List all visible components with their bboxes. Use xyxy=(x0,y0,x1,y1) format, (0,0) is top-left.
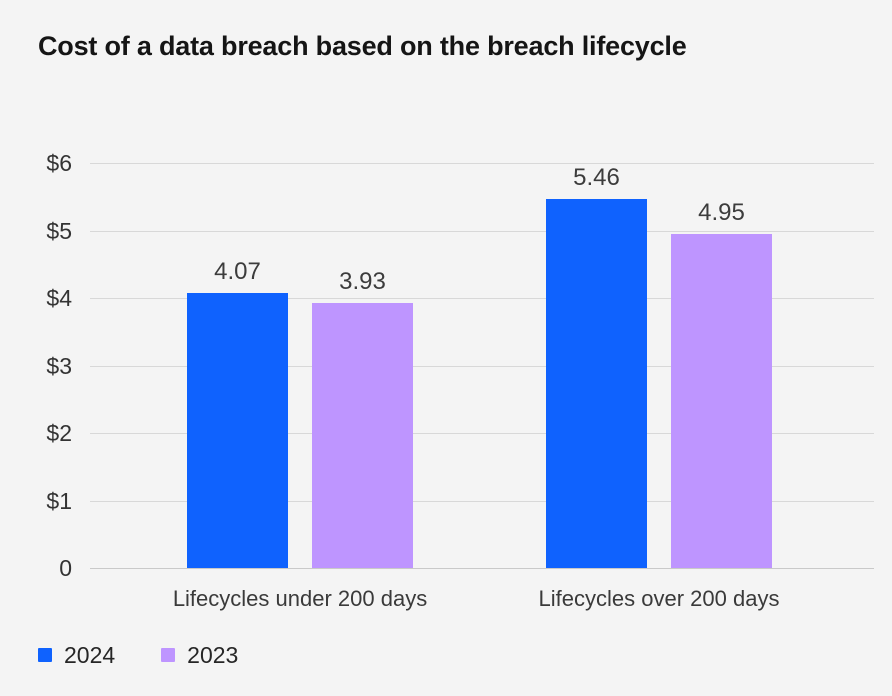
bar-value-label: 4.07 xyxy=(214,258,261,286)
legend-item-2024: 2024 xyxy=(38,642,116,668)
bar-2024-group1 xyxy=(187,293,288,568)
gridline xyxy=(90,365,874,367)
legend-swatch-2023 xyxy=(161,648,176,662)
legend-label: 2024 xyxy=(64,642,116,668)
legend-label: 2023 xyxy=(187,642,239,668)
y-axis-tick-label: $5 xyxy=(46,217,72,244)
gridline xyxy=(90,298,874,299)
y-axis-tick-label: $1 xyxy=(46,487,72,514)
chart-legend: 2024 2023 xyxy=(38,642,239,668)
y-axis-tick-label: $2 xyxy=(46,420,72,446)
gridline xyxy=(90,500,874,502)
bar-value-label: 5.46 xyxy=(573,164,620,192)
gridline xyxy=(90,433,874,434)
y-axis-tick-label: $4 xyxy=(46,285,72,311)
bar-2024-group2 xyxy=(546,199,647,568)
x-axis-category-label: Lifecycles under 200 days xyxy=(172,586,428,611)
legend-swatch-2024 xyxy=(38,648,52,662)
gridline xyxy=(90,230,874,232)
y-axis-tick-label: $3 xyxy=(46,352,72,379)
gridline xyxy=(90,163,874,164)
bar-value-label: 3.93 xyxy=(339,267,386,295)
chart-title: Cost of a data breach based on the breac… xyxy=(38,31,687,61)
y-axis-tick-label: $6 xyxy=(46,150,72,176)
y-axis-tick-label: 0 xyxy=(59,555,72,581)
bar-value-label: 4.95 xyxy=(698,198,745,226)
legend-item-2023: 2023 xyxy=(161,642,239,668)
bar-2023-group2 xyxy=(671,233,772,568)
bar-2023-group1 xyxy=(312,302,413,568)
gridline xyxy=(90,568,874,569)
x-axis-category-label: Lifecycles over 200 days xyxy=(538,586,780,611)
